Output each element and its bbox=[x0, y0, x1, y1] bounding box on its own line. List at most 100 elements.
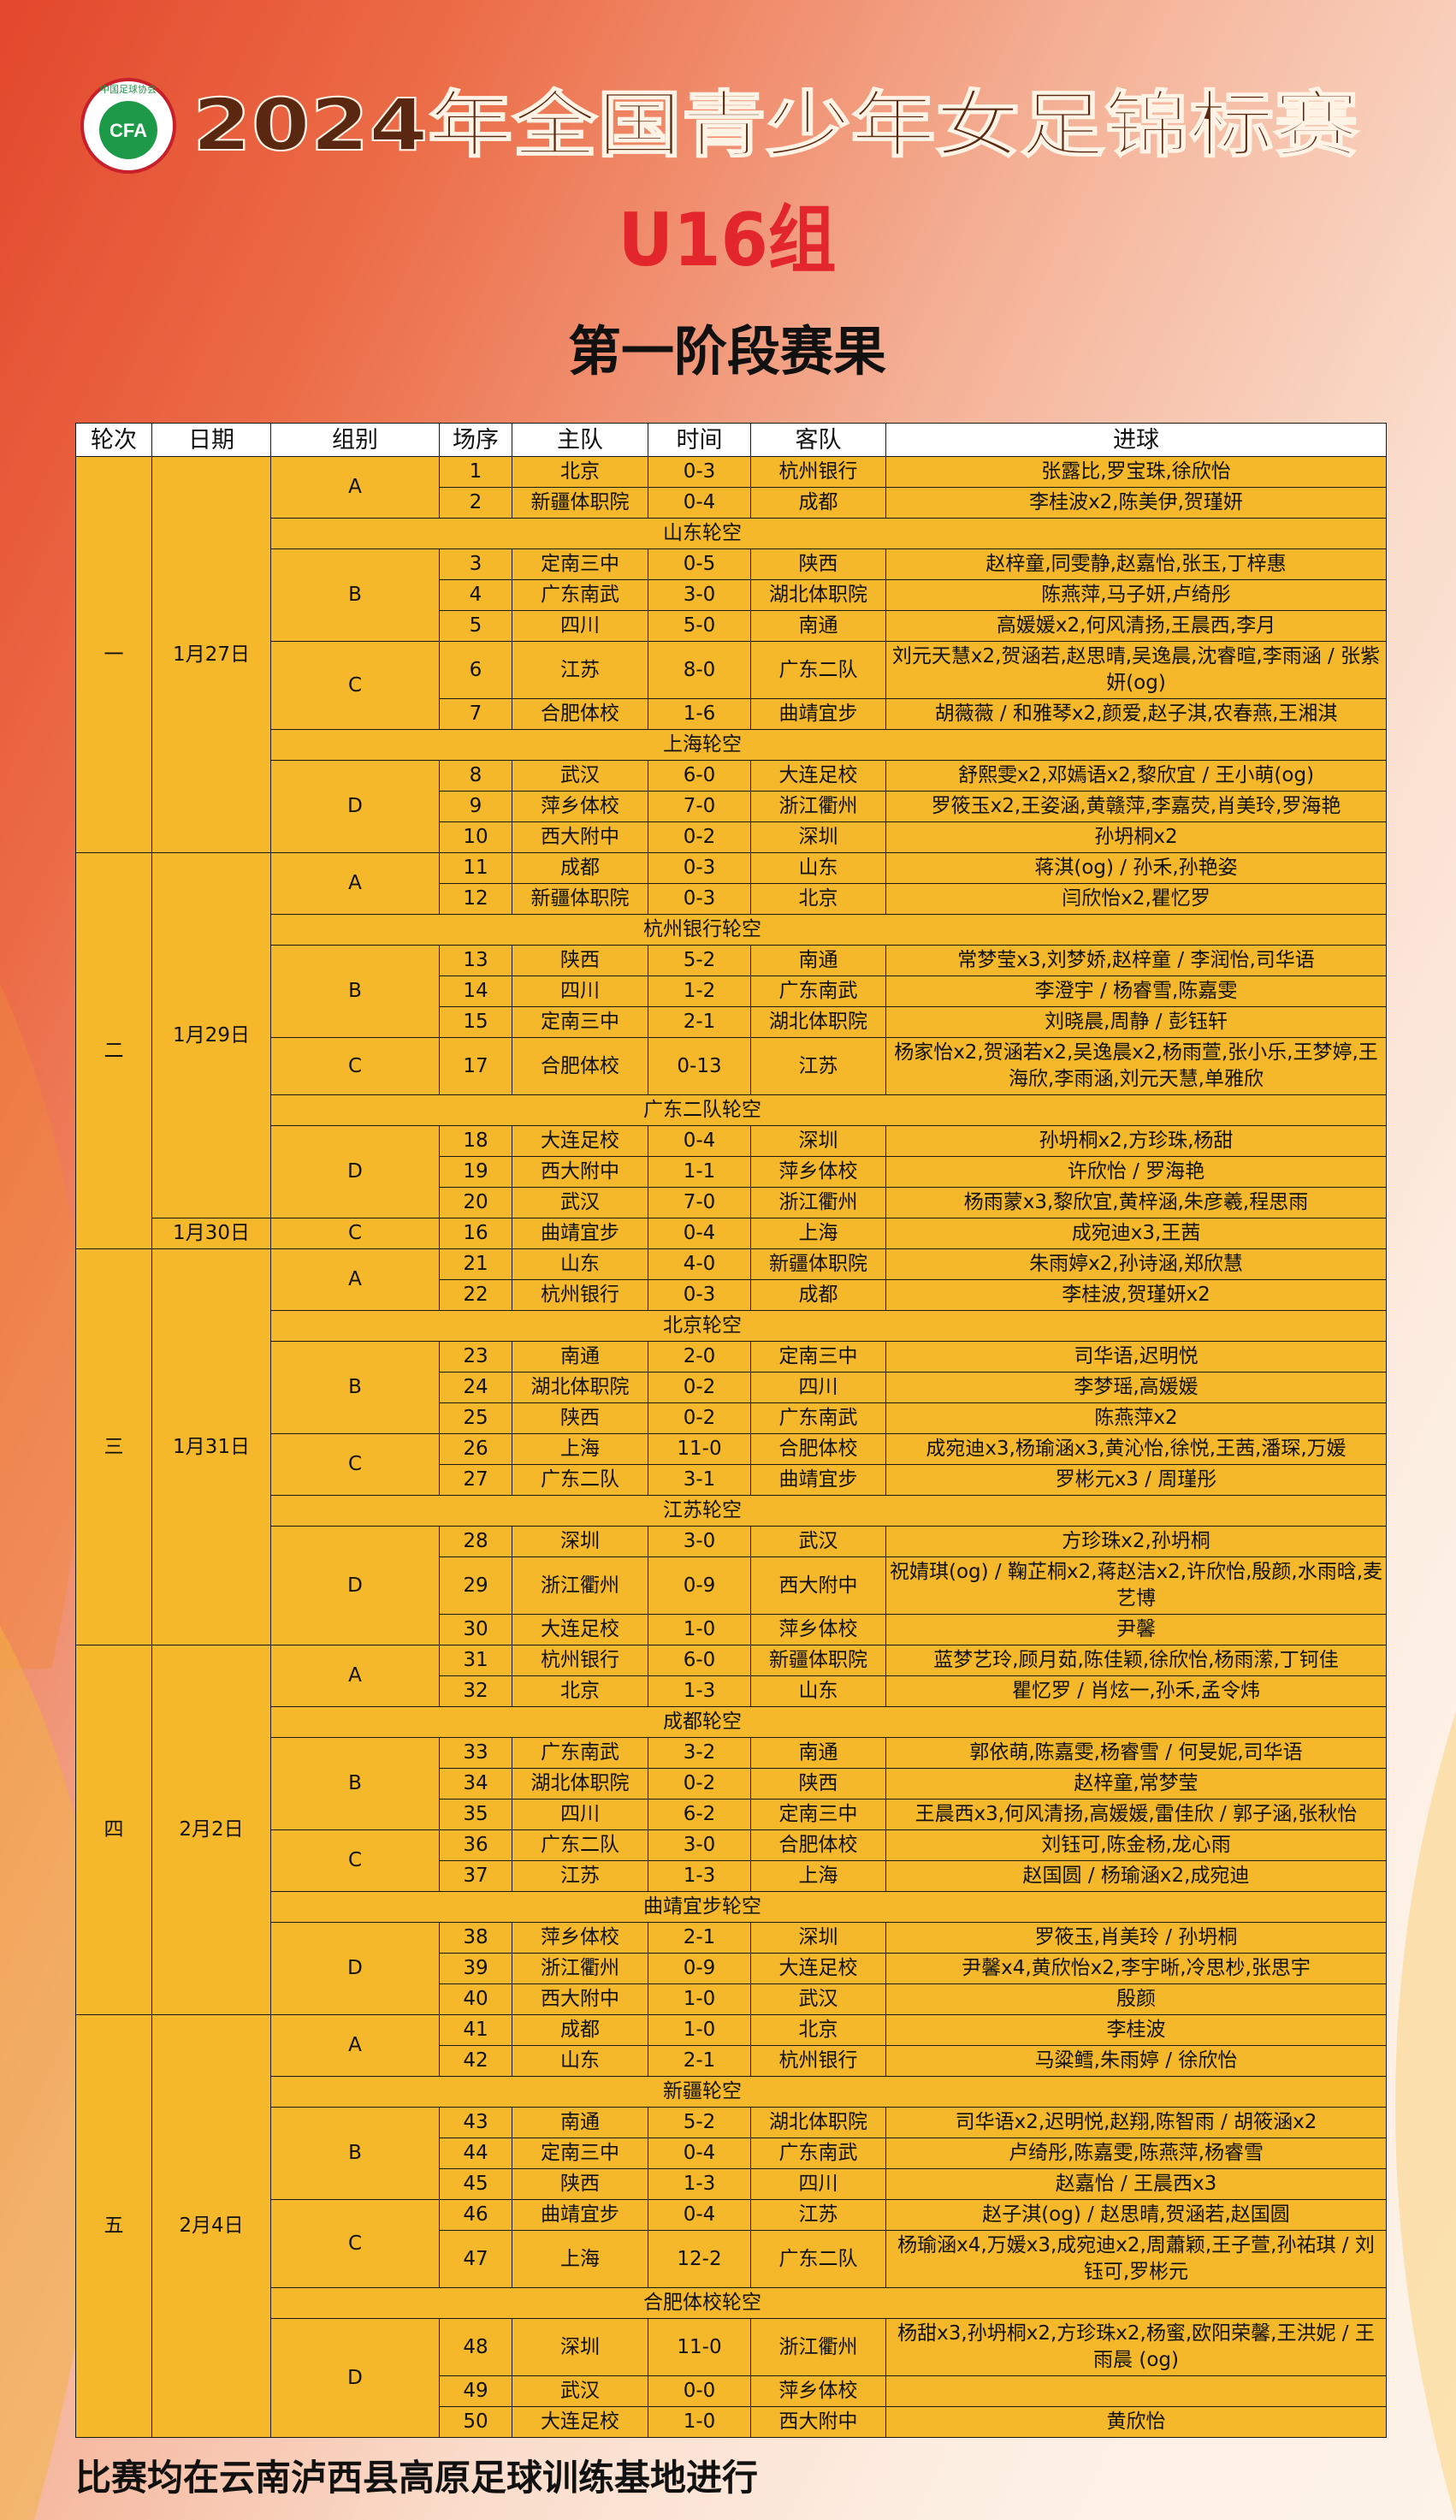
away-team: 新疆体职院 bbox=[750, 1645, 886, 1676]
home-team: 武汉 bbox=[512, 1187, 648, 1218]
bye-text: 合肥体校轮空 bbox=[643, 2292, 761, 2314]
match-row: 50 大连足校 1-0 西大附中 黄欣怡 bbox=[76, 2406, 1387, 2438]
bye-text: 北京轮空 bbox=[663, 1314, 742, 1337]
round-cell: 二 bbox=[75, 852, 152, 1249]
match-number: 40 bbox=[439, 1983, 512, 2015]
away-team: 曲靖宜步 bbox=[750, 698, 886, 730]
away-team: 大连足校 bbox=[750, 1953, 886, 1984]
score: 1-0 bbox=[648, 2014, 751, 2046]
home-team: 山东 bbox=[512, 1248, 648, 1280]
match-number: 46 bbox=[439, 2199, 512, 2231]
bye-cell: 江苏轮空 bbox=[270, 1495, 1387, 1527]
score: 1-0 bbox=[648, 2406, 751, 2438]
away-team: 杭州银行 bbox=[750, 456, 886, 488]
home-team: 浙江衢州 bbox=[512, 1953, 648, 1984]
home-team: 深圳 bbox=[512, 1526, 648, 1557]
round-cell: 一 bbox=[75, 456, 152, 853]
bye-cell: 成都轮空 bbox=[270, 1706, 1387, 1738]
match-number: 17 bbox=[439, 1037, 512, 1095]
group-cell: A bbox=[270, 456, 440, 519]
away-team: 陕西 bbox=[750, 548, 886, 580]
away-team: 南通 bbox=[750, 1737, 886, 1769]
match-row: B 33 广东南武 3-2 南通 郭依萌,陈嘉雯,杨睿雪 / 何旻妮,司华语 bbox=[76, 1737, 1387, 1830]
score: 3-0 bbox=[648, 1829, 751, 1861]
date-cell: 1月30日 bbox=[151, 1218, 271, 1249]
score: 0-4 bbox=[648, 487, 751, 519]
score: 1-0 bbox=[648, 1983, 751, 2015]
group-cell: D bbox=[270, 760, 440, 853]
bye-text: 上海轮空 bbox=[663, 733, 742, 756]
match-number: 39 bbox=[439, 1953, 512, 1984]
date-cell: 2月2日 bbox=[151, 1645, 271, 2015]
match-number: 5 bbox=[439, 610, 512, 642]
match-row: 24 湖北体职院 0-2 四川 李梦瑶,高媛媛 bbox=[76, 1372, 1387, 1403]
scorers: 孙坍桐x2 bbox=[885, 821, 1387, 853]
match-row: D 18 大连足校 0-4 深圳 孙坍桐x2,方珍珠,杨甜 bbox=[76, 1125, 1387, 1218]
scorers: 刘钰可,陈金杨,龙心雨 bbox=[885, 1829, 1387, 1861]
match-number: 21 bbox=[439, 1248, 512, 1280]
group-cell: A bbox=[270, 1248, 440, 1311]
home-team: 合肥体校 bbox=[512, 1037, 648, 1095]
scorers: 方珍珠x2,孙坍桐 bbox=[885, 1526, 1387, 1557]
home-team: 山东 bbox=[512, 2045, 648, 2077]
deco-shape bbox=[1395, 1711, 1456, 2520]
home-team: 曲靖宜步 bbox=[512, 1218, 648, 1249]
scorers: 杨瑜涵x4,万媛x3,成宛迪x2,周蕭颖,王子萱,孙祐琪 / 刘钰可,罗彬元 bbox=[885, 2230, 1387, 2288]
round-cell: 五 bbox=[75, 2014, 152, 2438]
home-team: 上海 bbox=[512, 1433, 648, 1465]
group-cell: B bbox=[270, 2107, 440, 2200]
home-team: 西大附中 bbox=[512, 1156, 648, 1188]
scorers: 司华语,迟明悦 bbox=[885, 1341, 1387, 1373]
match-number: 41 bbox=[439, 2014, 512, 2046]
score: 5-2 bbox=[648, 2107, 751, 2138]
home-team: 定南三中 bbox=[512, 1006, 648, 1038]
match-row: 47 上海 12-2 广东二队 杨瑜涵x4,万媛x3,成宛迪x2,周蕭颖,王子萱,孙祐琪… bbox=[76, 2230, 1387, 2288]
score: 11-0 bbox=[648, 1433, 751, 1465]
away-team: 大连足校 bbox=[750, 760, 886, 792]
column-header: 组别 bbox=[270, 423, 440, 457]
away-team: 萍乡体校 bbox=[750, 2375, 886, 2407]
score: 0-13 bbox=[648, 1037, 751, 1095]
away-team: 山东 bbox=[750, 1675, 886, 1707]
scorers: 罗彬元x3 / 周瑾彤 bbox=[885, 1464, 1387, 1496]
score: 3-2 bbox=[648, 1737, 751, 1769]
match-row: 30 大连足校 1-0 萍乡体校 尹馨 bbox=[76, 1614, 1387, 1645]
away-team: 合肥体校 bbox=[750, 1433, 886, 1465]
score: 0-4 bbox=[648, 1218, 751, 1249]
scorers: 陈燕萍,马子妍,卢绮彤 bbox=[885, 579, 1387, 611]
home-team: 南通 bbox=[512, 2107, 648, 2138]
group-cell: C bbox=[270, 1829, 440, 1892]
scorers: 李澄宇 / 杨睿雪,陈嘉雯 bbox=[885, 975, 1387, 1007]
scorers: 蒋淇(og) / 孙禾,孙艳姿 bbox=[885, 852, 1387, 884]
score: 2-1 bbox=[648, 1922, 751, 1954]
score: 0-4 bbox=[648, 1125, 751, 1157]
column-header: 进球 bbox=[885, 423, 1387, 457]
away-team: 浙江衢州 bbox=[750, 2318, 886, 2376]
scorers: 许欣怡 / 罗海艳 bbox=[885, 1156, 1387, 1188]
away-team: 成都 bbox=[750, 487, 886, 519]
home-team: 四川 bbox=[512, 975, 648, 1007]
match-number: 3 bbox=[439, 548, 512, 580]
match-row: C 26 上海 11-0 合肥体校 成宛迪x3,杨瑜涵x3,黄沁怡,徐悦,王茜,潘琛,万媛 bbox=[76, 1433, 1387, 1496]
home-team: 浙江衢州 bbox=[512, 1556, 648, 1615]
scorers: 舒熙雯x2,邓嫣语x2,黎欣宜 / 王小萌(og) bbox=[885, 760, 1387, 792]
match-number: 6 bbox=[439, 641, 512, 699]
score: 0-2 bbox=[648, 1768, 751, 1800]
match-row: C 36 广东二队 3-0 合肥体校 刘钰可,陈金杨,龙心雨 bbox=[76, 1829, 1387, 1892]
away-team: 上海 bbox=[750, 1860, 886, 1892]
scorers: 尹馨 bbox=[885, 1614, 1387, 1645]
match-row: 7 合肥体校 1-6 曲靖宜步 胡薇薇 / 和雅琴x2,颜爱,赵子淇,农春燕,王湘淇 bbox=[76, 698, 1387, 730]
away-team: 北京 bbox=[750, 2014, 886, 2046]
match-number: 20 bbox=[439, 1187, 512, 1218]
header: 中国足球协会 CFA 2024年全国青少年女足锦标赛 U16组 第一阶段赛果 bbox=[80, 78, 1360, 382]
match-number: 28 bbox=[439, 1526, 512, 1557]
bye-row: 山东轮空 bbox=[76, 518, 1387, 549]
scorers: 罗筱玉x2,王姿涵,黄赣萍,李嘉荧,肖美玲,罗海艳 bbox=[885, 791, 1387, 822]
scorers: 高媛媛x2,何风清扬,王晨西,李月 bbox=[885, 610, 1387, 642]
match-number: 8 bbox=[439, 760, 512, 792]
scorers: 赵梓童,常梦莹 bbox=[885, 1768, 1387, 1800]
away-team: 广东南武 bbox=[750, 1402, 886, 1434]
match-row: 19 西大附中 1-1 萍乡体校 许欣怡 / 罗海艳 bbox=[76, 1156, 1387, 1188]
date-cell: 1月31日 bbox=[151, 1248, 271, 1645]
home-team: 陕西 bbox=[512, 2168, 648, 2200]
